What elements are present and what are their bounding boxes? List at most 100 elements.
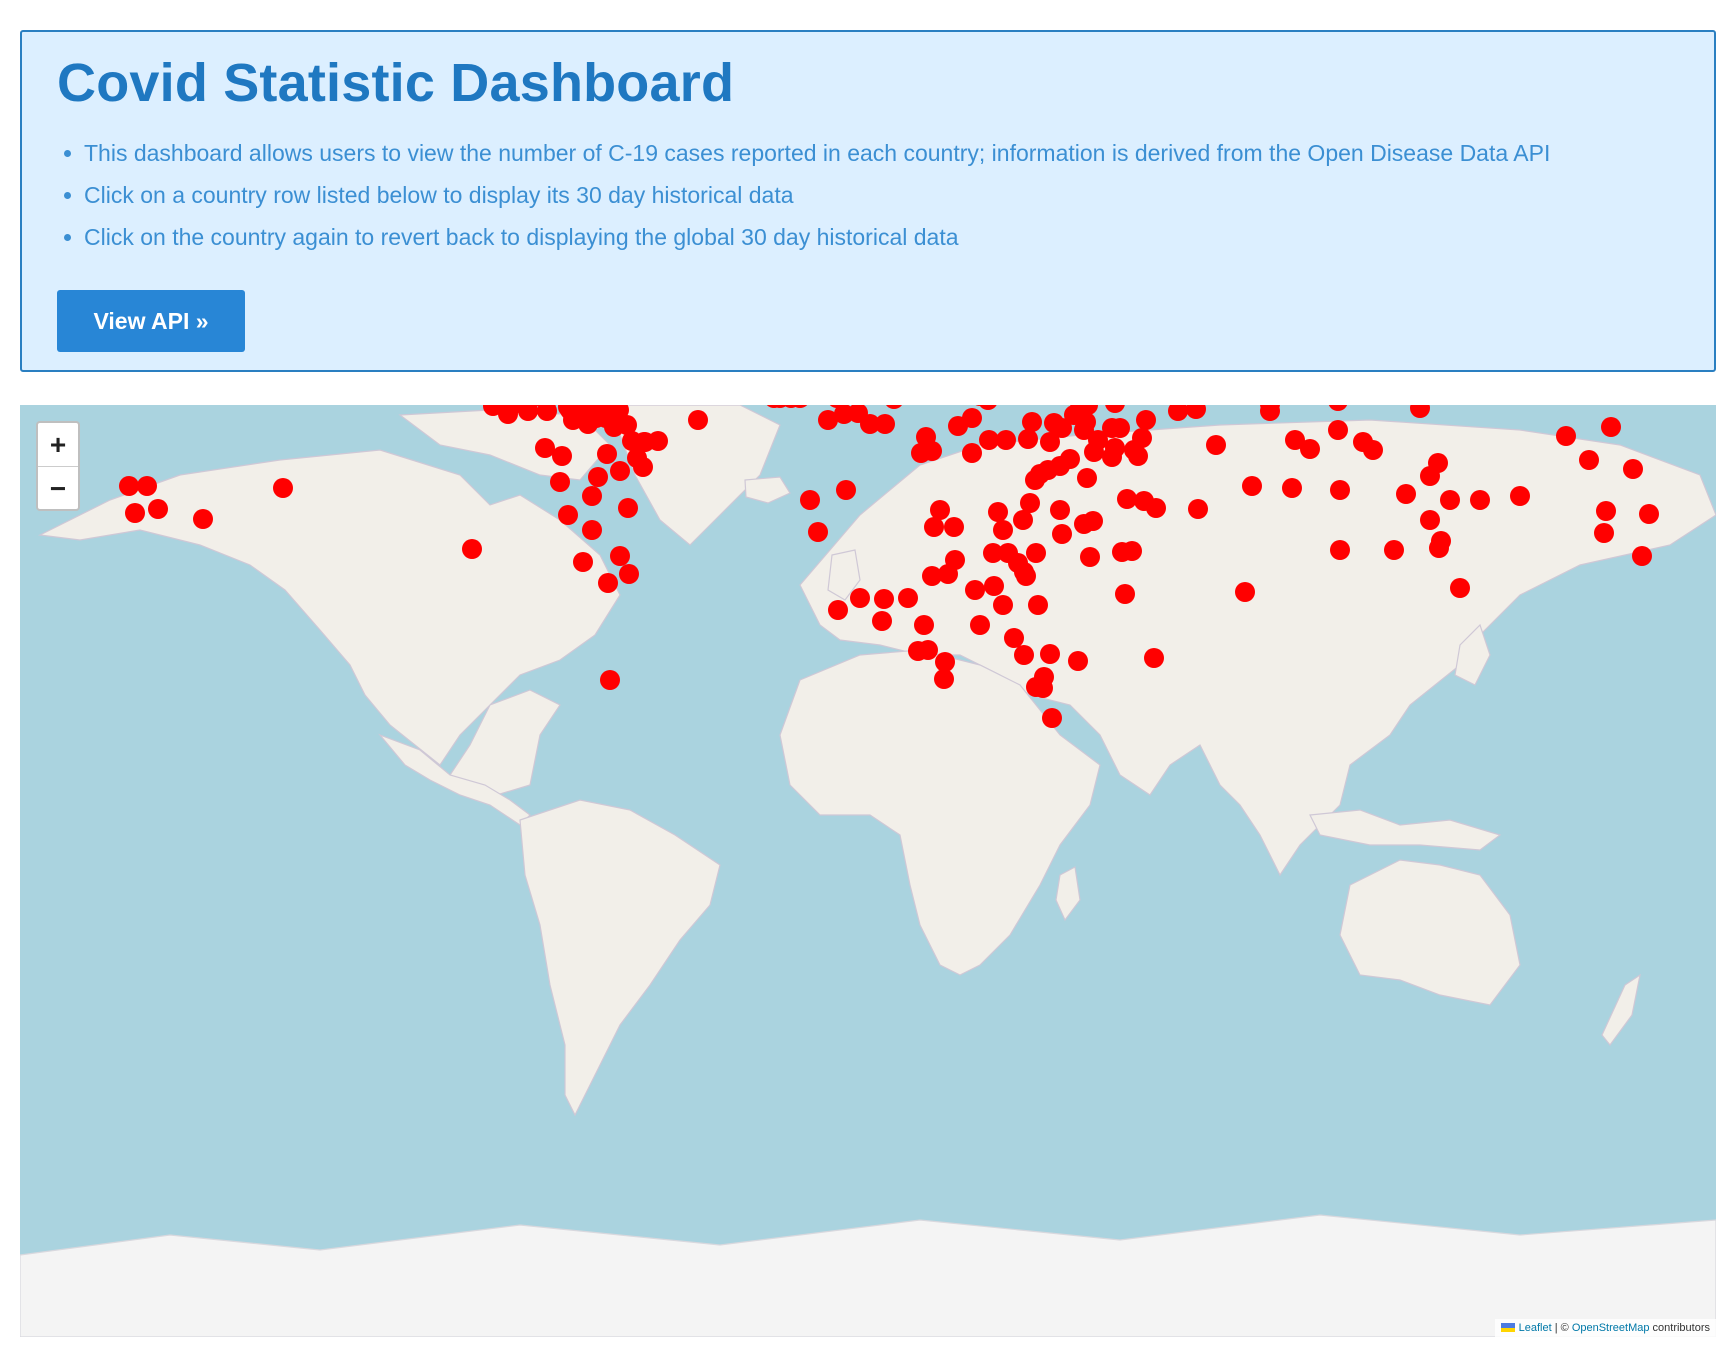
- country-marker[interactable]: [1083, 511, 1103, 531]
- country-marker[interactable]: [1020, 493, 1040, 513]
- country-marker[interactable]: [558, 405, 578, 417]
- country-marker[interactable]: [1186, 405, 1206, 419]
- country-marker[interactable]: [588, 467, 608, 487]
- country-marker[interactable]: [1440, 490, 1460, 510]
- country-marker[interactable]: [622, 431, 642, 451]
- country-marker[interactable]: [1033, 678, 1053, 698]
- country-marker[interactable]: [800, 490, 820, 510]
- country-marker[interactable]: [1282, 478, 1302, 498]
- country-marker[interactable]: [597, 444, 617, 464]
- country-marker[interactable]: [1004, 628, 1024, 648]
- country-marker[interactable]: [483, 405, 503, 416]
- country-marker[interactable]: [875, 414, 895, 434]
- country-marker[interactable]: [781, 405, 801, 408]
- country-marker[interactable]: [1363, 440, 1383, 460]
- country-marker[interactable]: [498, 405, 518, 424]
- country-marker[interactable]: [1242, 476, 1262, 496]
- country-marker[interactable]: [1330, 540, 1350, 560]
- country-marker[interactable]: [1128, 446, 1148, 466]
- country-marker[interactable]: [1396, 484, 1416, 504]
- country-marker[interactable]: [836, 480, 856, 500]
- country-marker[interactable]: [1235, 582, 1255, 602]
- country-marker[interactable]: [1556, 426, 1576, 446]
- country-marker[interactable]: [944, 517, 964, 537]
- country-marker[interactable]: [1074, 420, 1094, 440]
- country-marker[interactable]: [1168, 405, 1188, 421]
- country-marker[interactable]: [1450, 578, 1470, 598]
- country-marker[interactable]: [1136, 410, 1156, 430]
- country-marker[interactable]: [119, 476, 139, 496]
- country-marker[interactable]: [1623, 459, 1643, 479]
- country-marker[interactable]: [1420, 510, 1440, 530]
- country-marker[interactable]: [1040, 432, 1060, 452]
- country-marker[interactable]: [1117, 489, 1137, 509]
- country-marker[interactable]: [1068, 651, 1088, 671]
- country-marker[interactable]: [618, 498, 638, 518]
- country-marker[interactable]: [1084, 442, 1104, 462]
- country-marker[interactable]: [536, 405, 556, 410]
- country-marker[interactable]: [828, 600, 848, 620]
- country-marker[interactable]: [1115, 584, 1135, 604]
- country-marker[interactable]: [1431, 531, 1451, 551]
- country-marker[interactable]: [988, 502, 1008, 522]
- country-marker[interactable]: [610, 461, 630, 481]
- country-marker[interactable]: [582, 520, 602, 540]
- country-marker[interactable]: [1132, 428, 1152, 448]
- country-marker[interactable]: [850, 588, 870, 608]
- country-marker[interactable]: [1510, 486, 1530, 506]
- country-marker[interactable]: [1042, 708, 1062, 728]
- country-marker[interactable]: [1285, 430, 1305, 450]
- country-marker[interactable]: [818, 410, 838, 430]
- country-marker[interactable]: [924, 517, 944, 537]
- country-marker[interactable]: [598, 573, 618, 593]
- country-marker[interactable]: [582, 486, 602, 506]
- country-marker[interactable]: [978, 405, 998, 410]
- country-marker[interactable]: [1105, 438, 1125, 458]
- zoom-out-button[interactable]: −: [49, 473, 67, 504]
- country-marker[interactable]: [1579, 450, 1599, 470]
- country-marker[interactable]: [1188, 499, 1208, 519]
- country-marker[interactable]: [1639, 504, 1659, 524]
- country-marker[interactable]: [552, 446, 572, 466]
- country-marker[interactable]: [125, 503, 145, 523]
- country-marker[interactable]: [1260, 405, 1280, 414]
- country-marker[interactable]: [911, 443, 931, 463]
- country-marker[interactable]: [874, 589, 894, 609]
- country-marker[interactable]: [518, 405, 538, 421]
- country-marker[interactable]: [848, 405, 868, 423]
- country-marker[interactable]: [834, 405, 854, 424]
- country-marker[interactable]: [1028, 595, 1048, 615]
- country-marker[interactable]: [193, 509, 213, 529]
- country-marker[interactable]: [273, 478, 293, 498]
- country-marker[interactable]: [872, 611, 892, 631]
- country-marker[interactable]: [908, 641, 928, 661]
- country-marker[interactable]: [935, 652, 955, 672]
- country-marker[interactable]: [619, 564, 639, 584]
- country-marker[interactable]: [1601, 417, 1621, 437]
- view-api-button[interactable]: View API »: [57, 290, 245, 352]
- country-marker[interactable]: [1078, 405, 1098, 415]
- country-marker[interactable]: [962, 443, 982, 463]
- country-marker[interactable]: [1080, 547, 1100, 567]
- country-marker[interactable]: [610, 546, 630, 566]
- country-marker[interactable]: [600, 670, 620, 690]
- country-marker[interactable]: [1420, 466, 1440, 486]
- country-marker[interactable]: [1594, 523, 1614, 543]
- country-marker[interactable]: [983, 543, 1003, 563]
- country-marker[interactable]: [1077, 468, 1097, 488]
- osm-link[interactable]: OpenStreetMap: [1571, 1322, 1650, 1334]
- country-marker[interactable]: [1330, 480, 1350, 500]
- country-marker[interactable]: [1013, 510, 1033, 530]
- country-marker[interactable]: [1050, 456, 1070, 476]
- country-marker[interactable]: [1105, 405, 1125, 413]
- country-marker[interactable]: [1632, 546, 1652, 566]
- country-marker[interactable]: [965, 580, 985, 600]
- leaflet-link[interactable]: Leaflet: [1518, 1322, 1552, 1334]
- country-marker[interactable]: [1596, 501, 1616, 521]
- country-marker[interactable]: [558, 505, 578, 525]
- country-marker[interactable]: [938, 564, 958, 584]
- country-marker[interactable]: [550, 472, 570, 492]
- country-marker[interactable]: [137, 476, 157, 496]
- country-marker[interactable]: [1050, 500, 1070, 520]
- country-marker[interactable]: [984, 576, 1004, 596]
